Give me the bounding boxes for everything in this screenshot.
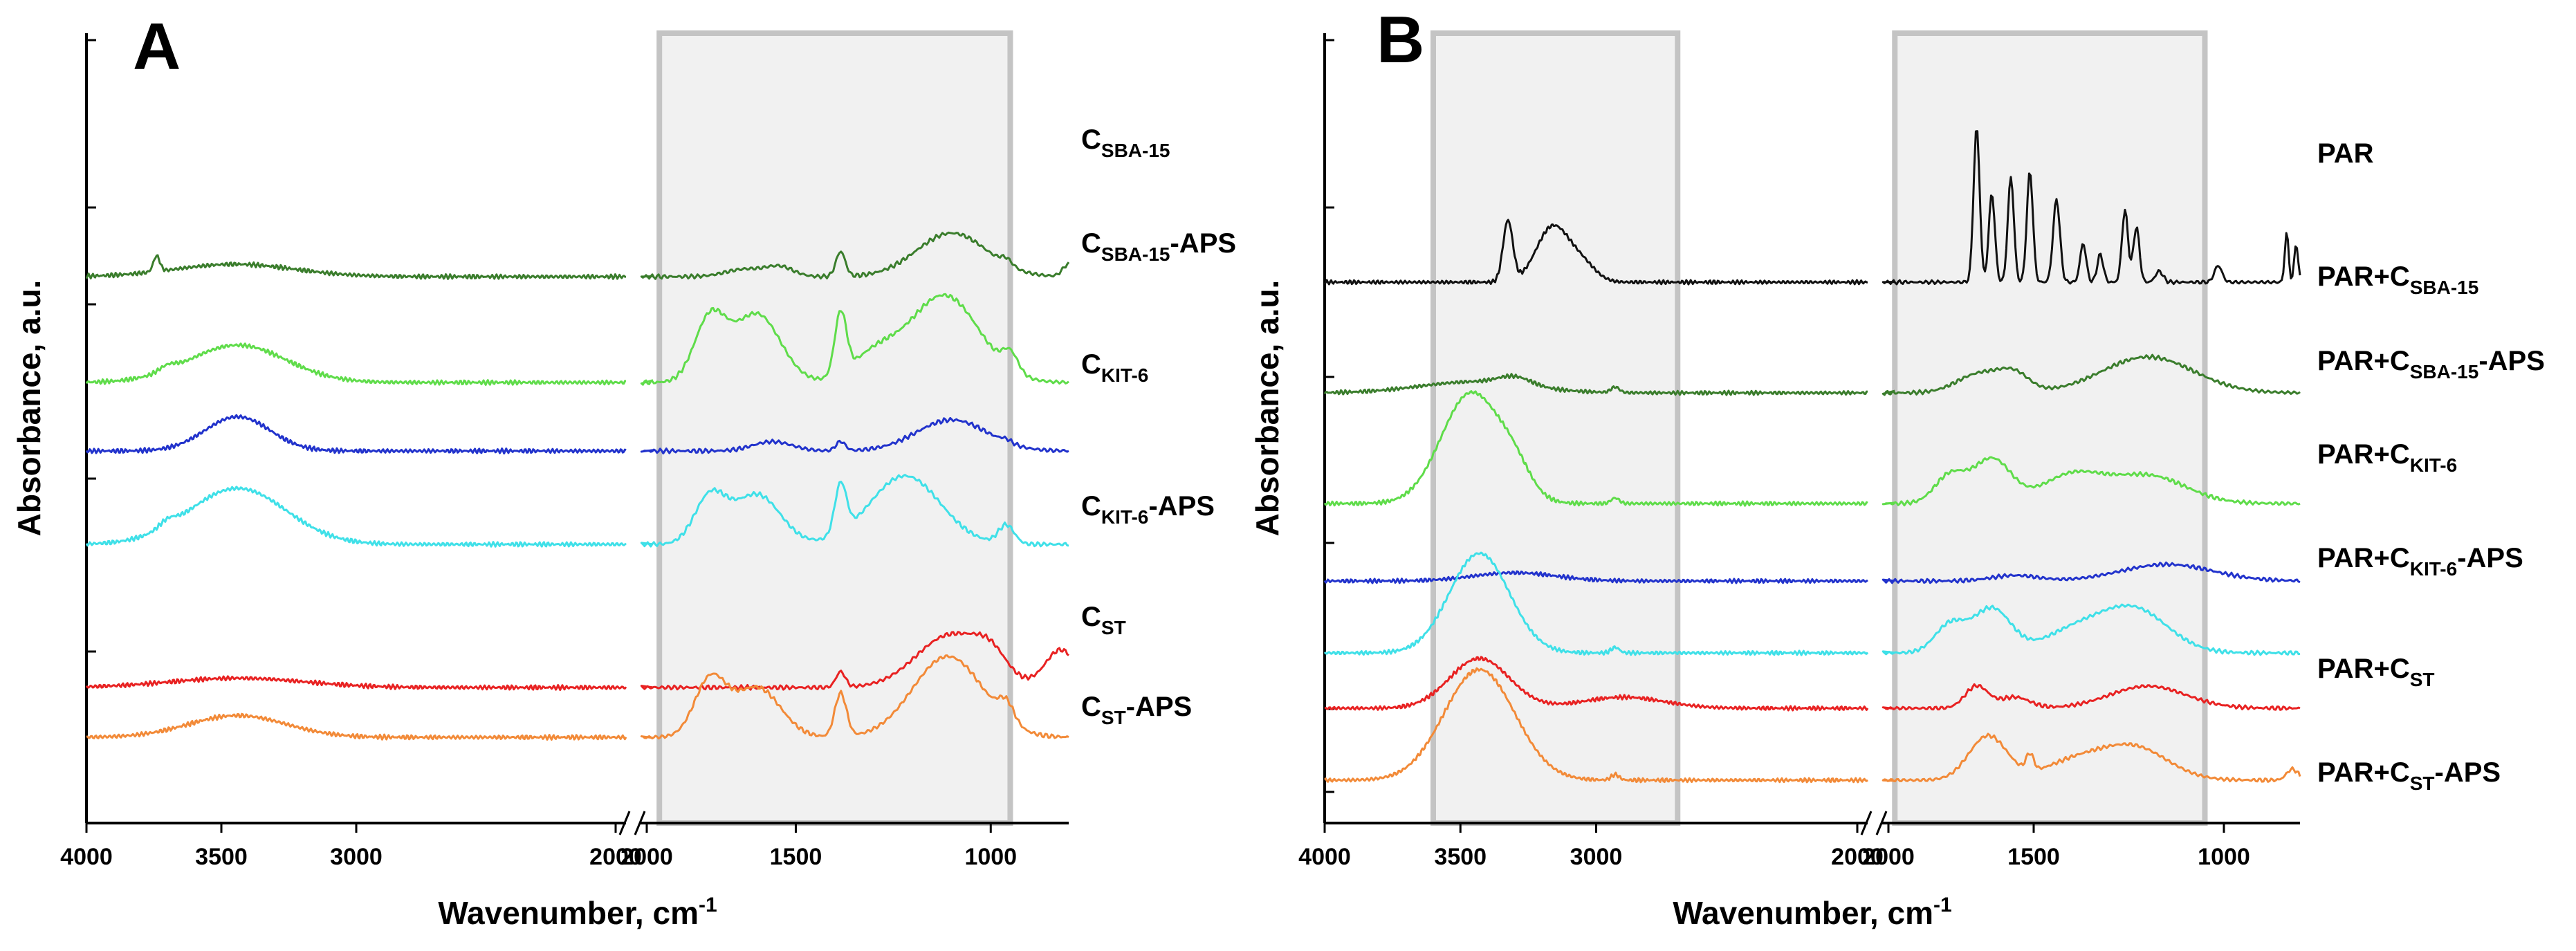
panel-a-highlight-region-0: [656, 30, 1013, 826]
panel-a-spectrum-0: [85, 231, 1070, 280]
panel-a-series-label-3: CKIT-6-APS: [1081, 491, 1215, 528]
panel-a-y-axis-title: Absorbance, a.u.: [11, 280, 47, 537]
panel-a-x-tick-label-left-0: 4000: [60, 844, 113, 870]
panel-b-highlight-region-0: [1430, 30, 1681, 826]
panel-b-series-label-3: PAR+CKIT-6: [2317, 439, 2457, 476]
panel-a-spectra: [85, 231, 1070, 741]
panel-a-x-tick-label-right-1: 1500: [770, 844, 822, 870]
panel-b-spectrum-6: [1323, 667, 2301, 784]
panel-b-series-label-6: PAR+CST-APS: [2317, 757, 2501, 794]
panel-b-axis-break: [1860, 811, 1888, 835]
panel-b-spectra: [1323, 130, 2301, 784]
panel-a-series-label-4: CST: [1081, 602, 1126, 638]
panel-b-spectrum-4: [1323, 551, 2301, 656]
panel-a-series-label-2: CKIT-6: [1081, 349, 1148, 386]
panel-b-x-tick-label-right-0: 2000: [1862, 844, 1915, 870]
panel-b-x-tick-label-left-0: 4000: [1298, 844, 1351, 870]
panel-b-letter: B: [1377, 3, 1424, 77]
panel-a-x-tick-label-right-2: 1000: [964, 844, 1017, 870]
panel-b-series-label-2: PAR+CSBA-15-APS: [2317, 346, 2545, 382]
panel-b-x-tick-label-right-2: 1000: [2198, 844, 2250, 870]
panel-b-x-axis-title: Wavenumber, cm-1: [1673, 894, 1951, 931]
panel-b-x-tick-label-left-3: 2000: [1831, 844, 1884, 870]
panel-a-y-ticks: [86, 39, 96, 653]
panel-a-x-tick-label-left-1: 3500: [195, 844, 248, 870]
panel-b-spectrum-3: [1323, 561, 2301, 584]
panel-b-highlights: [1430, 30, 2208, 826]
panel-a-spectrum-2: [85, 414, 1069, 455]
panel-a-x-tick-label-right-0: 2000: [620, 844, 673, 870]
panel-a-spectrum-4: [85, 631, 1069, 692]
panel-b-spectrum-5: [1324, 656, 2301, 712]
panel-b-series-label-5: PAR+CST: [2317, 654, 2435, 690]
panel-b-series-labels: PAR PAR+CSBA-15 PAR+CSBA-15-APS PAR+CKIT-6 P…: [2317, 138, 2545, 794]
panel-a-x-axis-title: Wavenumber, cm-1: [438, 894, 717, 931]
panel-b-y-axis-title: Absorbance, a.u.: [1249, 280, 1285, 537]
panel-b-x-tick-label-right-1: 1500: [2007, 844, 2060, 870]
panel-a-spectrum-3: [85, 474, 1069, 548]
panel-b-spectrum-2: [1323, 390, 2301, 507]
panel-a-highlights: [656, 30, 1013, 826]
panel-a-x-tick-label-left-2: 3000: [330, 844, 383, 870]
panel-a-axis-break: [618, 811, 646, 835]
panel-a-x-tick-label-left-3: 2000: [589, 844, 642, 870]
panel-b-highlight-region-1: [1892, 30, 2208, 826]
panel-b-spectrum-1: [1323, 353, 2301, 396]
panel-a-spectrum-5: [86, 654, 1069, 741]
panel-b-series-label-4: PAR+CKIT-6-APS: [2317, 543, 2523, 580]
panel-b-series-label-0: PAR: [2317, 138, 2374, 169]
panel-a-series-label-0: CSBA-15: [1081, 124, 1170, 161]
panel-b-spectrum-0: [1323, 130, 2301, 286]
panel-a-series-labels: CSBA-15 CSBA-15-APS CKIT-6 CKIT-6-APS CST CST…: [1081, 124, 1236, 728]
panel-a-spectrum-1: [85, 293, 1069, 386]
panel-b-x-tick-label-left-1: 3500: [1434, 844, 1487, 870]
panel-b-series-label-1: PAR+CSBA-15: [2317, 261, 2478, 298]
panel-a-letter: A: [133, 10, 181, 84]
panel-a-series-label-5: CST-APS: [1081, 692, 1192, 728]
panel-b-x-tick-label-left-2: 3000: [1570, 844, 1623, 870]
panel-b-y-ticks: [1325, 39, 1334, 793]
panel-a-series-label-1: CSBA-15-APS: [1081, 228, 1236, 265]
